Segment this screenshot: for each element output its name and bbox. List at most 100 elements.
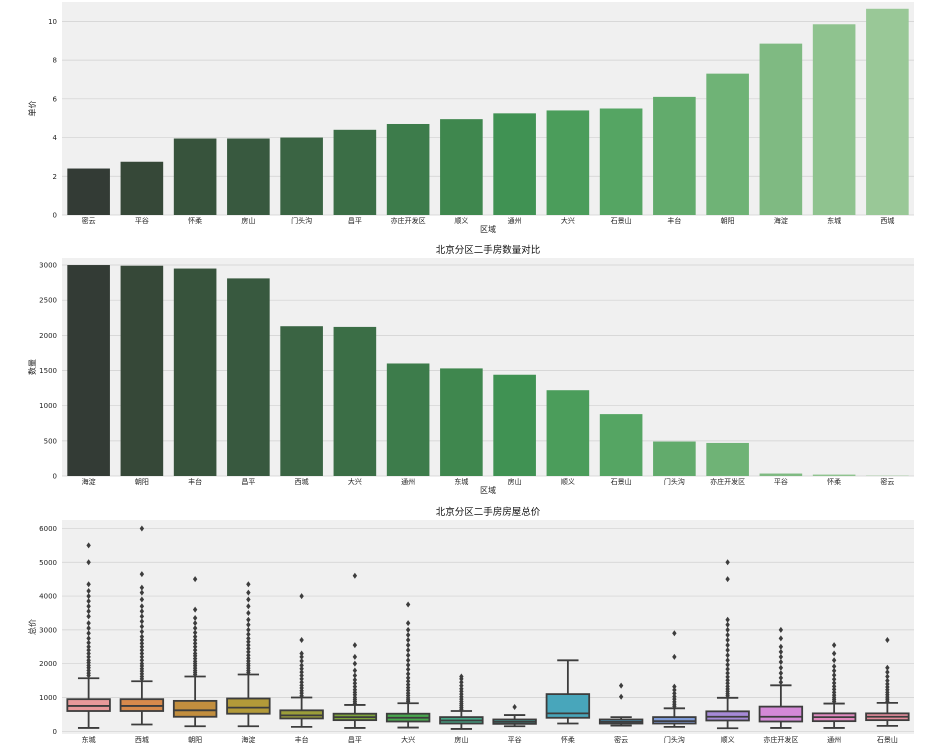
bar (493, 374, 536, 476)
outlier-point (618, 682, 624, 689)
outlier-point (139, 623, 145, 630)
bar (280, 137, 323, 215)
x-tick-label: 亦庄开发区 (710, 477, 745, 486)
y-axis-label: 数量 (27, 359, 37, 375)
outlier-point (299, 665, 304, 672)
outlier-point (459, 682, 464, 689)
x-tick-label: 顺义 (721, 736, 735, 744)
x-tick-label: 朝阳 (135, 477, 149, 486)
chart-title: 北京分区二手房数量对比 (436, 244, 541, 256)
outlier-point (725, 647, 730, 654)
x-tick-label: 平谷 (508, 735, 522, 744)
outlier-point (725, 621, 730, 628)
box-密云 (598, 682, 644, 727)
outlier-point (139, 633, 145, 640)
x-tick-label: 密云 (82, 216, 96, 225)
x-tick-label: 海淀 (241, 735, 255, 744)
outlier-point (831, 672, 837, 679)
outlier-point (405, 666, 411, 673)
box-石景山 (865, 637, 910, 727)
outlier-point (405, 670, 411, 677)
outlier-point (405, 684, 411, 691)
outlier-point (352, 660, 358, 667)
outlier-point (139, 613, 145, 620)
bar (67, 168, 110, 215)
x-axis-label: 区域 (480, 224, 496, 234)
box-body (545, 693, 591, 719)
outlier-point (352, 572, 358, 579)
bar (386, 123, 430, 215)
outlier-point (405, 674, 411, 681)
outlier-point (246, 638, 251, 645)
outlier-point (299, 650, 304, 657)
outlier-point (778, 653, 784, 660)
outlier-point (192, 615, 198, 622)
outlier-point (831, 686, 837, 693)
outlier-point (885, 669, 890, 676)
outlier-point (192, 640, 198, 647)
bar (812, 24, 856, 215)
x-tick-label: 门头沟 (664, 477, 685, 486)
x-tick-label: 东城 (82, 735, 96, 744)
outlier-point (778, 635, 784, 642)
outlier-point (672, 690, 677, 697)
y-tick-label: 3000 (39, 262, 57, 270)
outlier-point (86, 657, 91, 664)
outlier-point (352, 672, 358, 679)
x-tick-label: 昌平 (348, 736, 362, 744)
bar (120, 265, 164, 476)
outlier-point (192, 576, 198, 583)
outlier-point (246, 648, 251, 655)
outlier-point (299, 657, 304, 664)
outlier-point (778, 626, 784, 633)
outlier-point (246, 642, 251, 649)
chart-3: 0 1000 2000 3000 4000 5000 6000 北京分区二手房房屋总价总价东城… (27, 506, 914, 744)
outlier-point (885, 680, 890, 687)
y-tick-label: 500 (44, 437, 57, 445)
bar (653, 96, 696, 215)
bar (227, 278, 270, 476)
outlier-point (299, 672, 304, 679)
outlier-point (139, 596, 145, 603)
box-body (279, 709, 324, 720)
outlier-point (299, 682, 304, 689)
bar (280, 326, 323, 476)
outlier-point (459, 679, 464, 686)
bar (866, 8, 909, 216)
x-tick-label: 通州 (508, 216, 522, 225)
outlier-point (672, 687, 677, 694)
outlier-point (405, 626, 411, 633)
outlier-point (831, 679, 837, 686)
outlier-point (725, 683, 730, 690)
outlier-point (246, 621, 251, 628)
outlier-point (778, 670, 784, 677)
x-tick-label: 房山 (454, 735, 468, 744)
x-tick-label: 大兴 (348, 477, 362, 486)
outlier-point (86, 620, 91, 627)
outlier-point (139, 653, 145, 660)
bar (173, 268, 217, 476)
outlier-point (725, 626, 730, 633)
outlier-point (618, 693, 624, 700)
outlier-point (86, 608, 91, 615)
outlier-point (86, 625, 91, 632)
x-tick-label: 石景山 (611, 216, 632, 225)
outlier-point (192, 637, 198, 644)
outlier-point (246, 631, 251, 638)
outlier-point (672, 653, 677, 660)
outlier-point (405, 601, 411, 608)
y-tick-label: 2500 (39, 297, 57, 305)
outlier-point (246, 635, 251, 642)
outlier-point (885, 673, 890, 680)
box-通州 (811, 642, 857, 729)
y-tick-label: 4 (53, 134, 58, 142)
outlier-point (139, 637, 145, 644)
outlier-point (192, 643, 198, 650)
outlier-point (86, 639, 91, 646)
outlier-point (139, 660, 145, 667)
x-tick-label: 丰台 (667, 216, 681, 225)
box-怀柔 (545, 659, 591, 725)
box-丰台 (279, 593, 324, 728)
